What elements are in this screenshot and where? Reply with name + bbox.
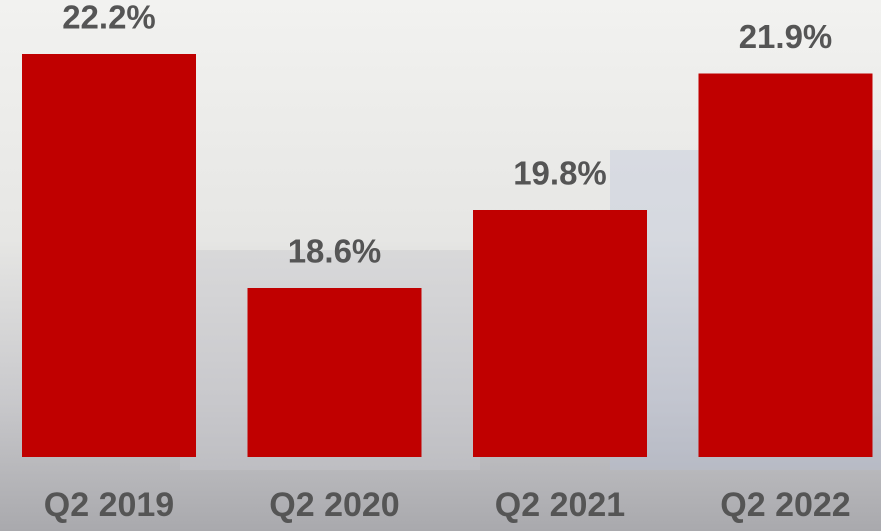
x-tick-label: Q2 2022 — [720, 486, 850, 524]
bar — [22, 54, 196, 457]
bar — [473, 210, 647, 457]
bar — [699, 74, 873, 458]
value-label: 18.6% — [288, 233, 382, 270]
value-label: 21.9% — [739, 18, 833, 55]
x-tick-label: Q2 2021 — [495, 486, 625, 524]
page: Q2 2019 22.2% Q2 2020 18.6% Q2 2021 19.8% Q2 2… — [0, 0, 881, 531]
bar — [248, 288, 422, 457]
value-label: 22.2% — [62, 0, 156, 36]
x-tick-label: Q2 2019 — [44, 486, 174, 524]
value-label: 19.8% — [513, 155, 607, 192]
x-tick-label: Q2 2020 — [269, 486, 399, 524]
chart: Q2 2019 22.2% Q2 2020 18.6% Q2 2021 19.8% Q2 2… — [0, 0, 881, 531]
